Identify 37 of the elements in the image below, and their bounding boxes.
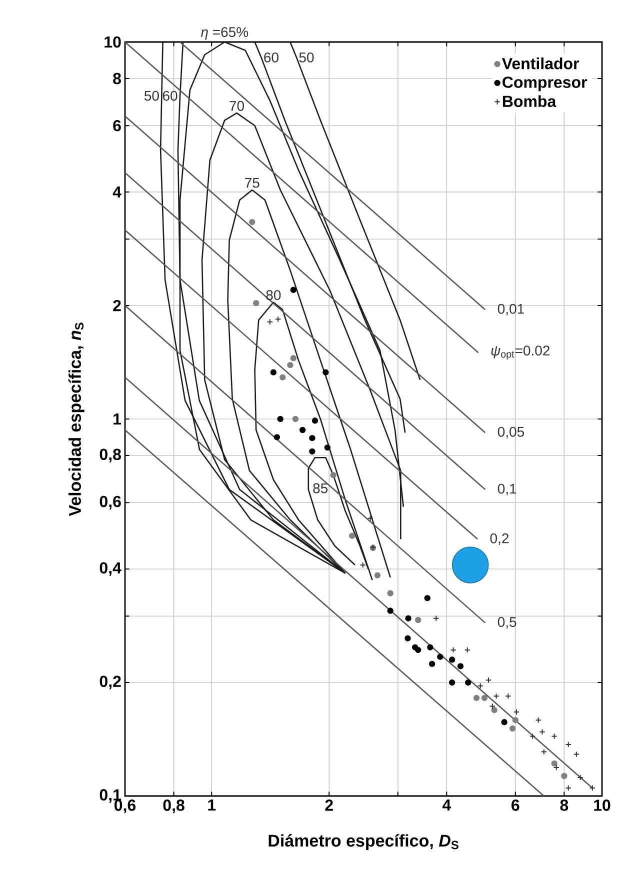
legend-label: Bomba [502, 95, 556, 108]
x-tick-label: 6 [512, 800, 520, 811]
y-tick-label: 0,8 [100, 448, 121, 462]
y-tick-label: 6 [113, 120, 121, 132]
annotation: 50 [299, 52, 314, 62]
y-tick-label: 0,4 [100, 562, 122, 576]
x-tick-label: 0,8 [163, 800, 184, 814]
y-tick-label: 2 [113, 300, 121, 312]
annotation: 0,01 [498, 304, 524, 316]
annotation: 85 [313, 483, 328, 494]
annotation: 50 [144, 90, 159, 101]
annotation: 0,1 [498, 484, 516, 496]
x-axis-title: Diámetro específico, D$_{S}$ [268, 834, 458, 850]
x-tick-label: 8 [560, 800, 568, 811]
x-tick-label: 4 [442, 800, 452, 811]
annotation: ψ$_{opt}$=0.02 [491, 346, 550, 360]
annotation: 0,5 [498, 617, 516, 629]
y-tick-label: 0,2 [100, 676, 121, 690]
legend-label: Compresor [502, 76, 588, 92]
y-tick-label: 10 [104, 36, 121, 48]
annotation: 75 [245, 178, 260, 188]
legend-label: Ventilador [502, 58, 580, 70]
annotation: 60 [264, 52, 278, 62]
y-tick-label: 0,6 [100, 496, 121, 510]
x-tick-label: 2 [325, 800, 333, 811]
annotation: 70 [230, 100, 244, 111]
annotation: 0,05 [498, 426, 524, 438]
y-tick-label: 8 [113, 72, 121, 84]
x-tick-label: 1 [208, 800, 216, 811]
annotation: η =65% [200, 27, 248, 40]
y-axis-title: Velocidad específica, n$_{S}$ [68, 322, 84, 516]
x-tick-label: 10 [594, 800, 610, 811]
y-tick-label: 4 [112, 186, 122, 198]
annotation: 80 [266, 290, 281, 300]
annotation: 0,2 [490, 533, 509, 545]
annotation: 60 [162, 90, 178, 101]
y-tick-label: 1 [114, 413, 122, 424]
